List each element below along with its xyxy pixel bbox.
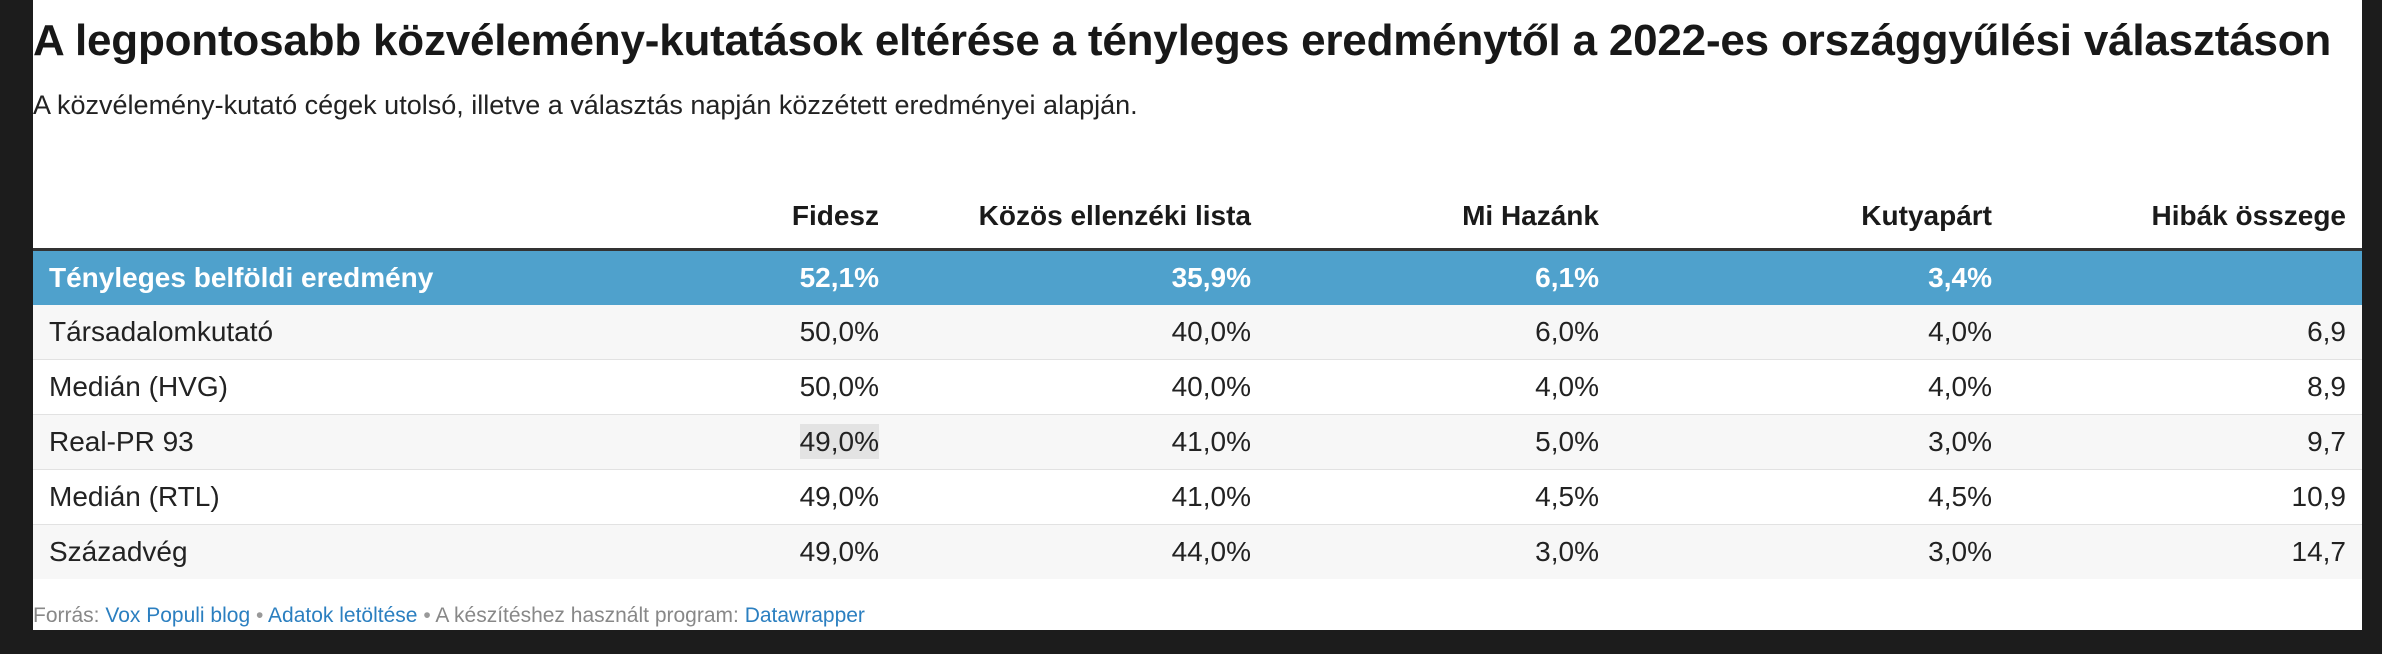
cell-value: 5,0% [1267,414,1615,470]
cell-value: 35,9% [895,249,1267,305]
row-label: Real-PR 93 [33,414,433,470]
footer-separator: • [423,604,431,627]
cell-value: 4,5% [1267,469,1615,525]
cell-value: 49,0% [433,469,895,525]
actual-result-row: Tényleges belföldi eredmény 52,1% 35,9% … [33,249,2362,305]
col-header-kutyapart[interactable]: Kutyapárt [1615,160,2008,251]
table-row: Medián (RTL) 49,0% 41,0% 4,5% 4,5% 10,9 [33,469,2362,525]
footer-separator: • [255,604,264,627]
cell-value: 50,0% [433,359,895,415]
cell-value: 3,0% [1615,414,2008,470]
row-label: Társadalomkutató [33,305,433,360]
cell-value: 40,0% [895,305,1267,360]
chart-title: A legpontosabb közvélemény-kutatások elt… [33,16,2332,65]
datawrapper-link[interactable]: Datawrapper [744,604,865,627]
cell-value: 3,4% [1615,249,2008,305]
cell-value: 44,0% [895,524,1267,579]
cell-value: 50,0% [433,305,895,360]
row-label: Tényleges belföldi eredmény [33,249,433,305]
col-header-fidesz[interactable]: Fidesz [433,160,895,251]
cell-value: 6,9 [2008,305,2362,360]
cell-value: 52,1% [433,249,895,305]
cell-value: 49,0% [433,524,895,579]
cell-value: 8,9 [2008,359,2362,415]
cell-value: 6,1% [1267,249,1615,305]
cell-value: 4,0% [1615,305,2008,360]
cell-value: 9,7 [2008,414,2362,470]
cell-value: 4,5% [1615,469,2008,525]
col-header-mi-hazank[interactable]: Mi Hazánk [1267,160,1615,251]
table-row: Real-PR 93 49,0% 41,0% 5,0% 3,0% 9,7 [33,414,2362,470]
source-link[interactable]: Vox Populi blog [105,604,251,627]
row-label: Medián (HVG) [33,359,433,415]
selected-cell-text: 49,0% [799,424,879,459]
chart-card: A legpontosabb közvélemény-kutatások elt… [33,0,2362,630]
cell-value: 4,0% [1615,359,2008,415]
header-row: Fidesz Közös ellenzéki lista Mi Hazánk K… [33,160,2362,251]
cell-value: 3,0% [1267,524,1615,579]
chart-subtitle: A közvélemény-kutató cégek utolsó, illet… [33,90,1138,120]
cell-value: 10,9 [2008,469,2362,525]
tool-prefix: A készítéshez használt program: [435,604,739,627]
cell-value: 3,0% [1615,524,2008,579]
cell-value: 14,7 [2008,524,2362,579]
col-header-ellenzek[interactable]: Közös ellenzéki lista [895,160,1267,251]
cell-value: 40,0% [895,359,1267,415]
cell-value: 4,0% [1267,359,1615,415]
chart-footer: Forrás: Vox Populi blog • Adatok letölté… [33,604,865,628]
download-data-link[interactable]: Adatok letöltése [268,604,418,627]
row-label: Medián (RTL) [33,469,433,525]
cell-value [2008,249,2362,305]
cell-value: 6,0% [1267,305,1615,360]
table-row: Medián (HVG) 50,0% 40,0% 4,0% 4,0% 8,9 [33,359,2362,415]
cell-value: 41,0% [895,469,1267,525]
table-row: Századvég 49,0% 44,0% 3,0% 3,0% 14,7 [33,524,2362,579]
data-table: Fidesz Közös ellenzéki lista Mi Hazánk K… [33,160,2362,579]
col-header-label[interactable] [33,160,433,251]
source-prefix: Forrás: [33,604,100,627]
cell-value: 41,0% [895,414,1267,470]
row-label: Századvég [33,524,433,579]
table-row: Társadalomkutató 50,0% 40,0% 6,0% 4,0% 6… [33,305,2362,360]
col-header-hibak[interactable]: Hibák összege [2008,160,2362,251]
cell-value: 49,0% [433,414,895,470]
